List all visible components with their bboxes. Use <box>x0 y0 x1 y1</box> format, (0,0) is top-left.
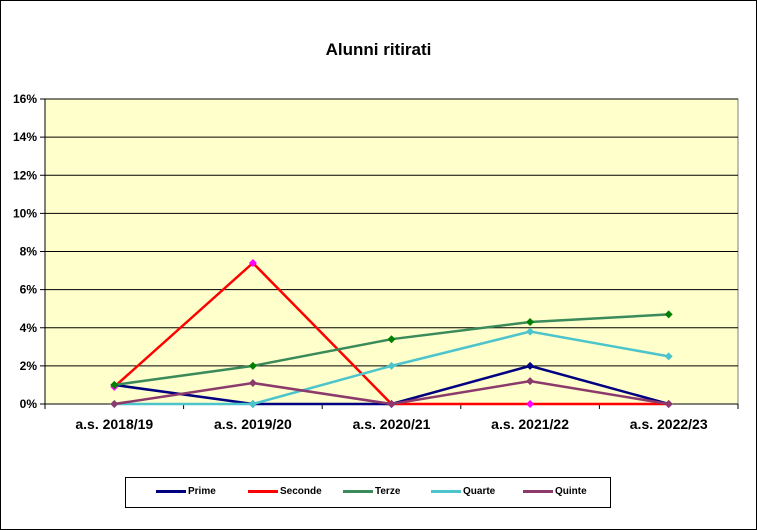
y-tick-label: 10% <box>13 206 37 220</box>
chart-legend: Prime Seconde Terze Quarte Quinte <box>125 477 611 508</box>
legend-label: Quarte <box>463 486 496 497</box>
x-tick-label: a.s. 2018/19 <box>75 416 153 432</box>
y-tick-label: 16% <box>13 92 37 106</box>
data-point-marker <box>526 361 535 370</box>
y-tick-label: 6% <box>20 283 38 297</box>
data-point-marker <box>387 361 396 370</box>
y-tick-label: 0% <box>20 397 38 411</box>
data-point-marker <box>664 400 673 408</box>
data-point-marker <box>248 258 257 267</box>
legend-item-prime: Prime <box>156 486 216 497</box>
y-tick-label: 2% <box>20 359 38 373</box>
data-point-marker <box>110 380 119 389</box>
legend-item-terze: Terze <box>343 486 400 497</box>
x-tick-label: a.s. 2022/23 <box>630 416 708 432</box>
y-tick-label: 14% <box>13 130 37 144</box>
y-tick-label: 4% <box>20 321 38 335</box>
data-point-marker <box>526 318 535 327</box>
data-point-marker <box>387 335 396 344</box>
x-tick-label: a.s. 2019/20 <box>214 416 292 432</box>
data-point-marker <box>526 327 535 336</box>
data-point-marker <box>248 379 257 388</box>
series-terze <box>110 310 673 389</box>
legend-label: Prime <box>188 486 216 497</box>
x-tick-label: a.s. 2020/21 <box>353 416 431 432</box>
data-point-marker <box>387 400 396 408</box>
legend-item-seconde: Seconde <box>248 486 322 497</box>
data-point-marker <box>664 310 673 319</box>
legend-item-quinte: Quinte <box>523 486 587 497</box>
series-quinte <box>110 377 673 408</box>
y-tick-label: 8% <box>20 245 38 259</box>
data-point-marker <box>526 377 535 386</box>
x-tick-label: a.s. 2021/22 <box>491 416 569 432</box>
legend-label: Terze <box>375 486 401 497</box>
legend-swatch <box>248 490 278 493</box>
data-point-marker <box>110 400 119 408</box>
legend-swatch <box>343 490 373 493</box>
data-point-marker <box>664 352 673 361</box>
legend-label: Seconde <box>280 486 322 497</box>
legend-item-quarte: Quarte <box>431 486 495 497</box>
legend-label: Quinte <box>555 486 587 497</box>
chart-title: Alunni ritirati <box>325 40 432 59</box>
legend-swatch <box>431 490 461 493</box>
data-point-marker <box>248 400 257 408</box>
series-quarte <box>110 327 673 408</box>
y-tick-label: 12% <box>13 168 37 182</box>
legend-swatch <box>523 490 553 493</box>
data-point-marker <box>248 361 257 370</box>
data-point-marker <box>526 400 535 408</box>
legend-swatch <box>156 490 186 493</box>
